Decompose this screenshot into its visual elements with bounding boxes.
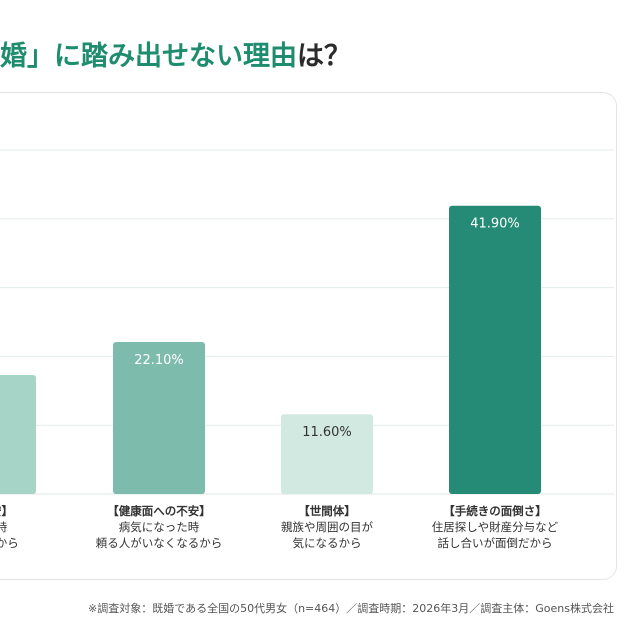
category-label: 【世間体】: [298, 504, 356, 518]
category-label: の不安】: [0, 504, 13, 518]
bar-chart: 0%の不安】った時れないから22.10%【健康面への不安】病気になった時頼る人が…: [0, 149, 614, 550]
title-main: 婚」に踏み出せない理由: [0, 41, 297, 72]
bar: [0, 375, 36, 494]
bar: [113, 341, 205, 494]
category-label: 【手続きの面倒さ】: [443, 504, 547, 518]
category-label: れないから: [0, 536, 19, 550]
category-label: 病気になった時: [119, 520, 200, 534]
category-label: 親族や周囲の目が: [281, 520, 373, 534]
title-question: は？: [297, 41, 351, 72]
bar-value-label: 11.60%: [302, 425, 352, 440]
category-label: 気になるから: [293, 536, 362, 550]
category-label: 話し合いが面倒だから: [438, 536, 553, 550]
category-label: った時: [0, 520, 8, 534]
category-label: 頼る人がいなくなるから: [96, 536, 223, 550]
bar: [281, 414, 373, 494]
category-label: 【健康面への不安】: [107, 504, 211, 518]
footnote: ※調査対象：既婚である全国の50代男女（n=464）／調査時期：2026年3月／…: [87, 602, 614, 615]
category-label: 住居探しや財産分与など: [432, 520, 559, 534]
chart-title: 婚」に踏み出せない理由は？: [0, 34, 640, 74]
bar-value-label: 22.10%: [134, 353, 184, 368]
bar-value-label: 41.90%: [470, 217, 520, 232]
bar: [449, 205, 541, 494]
